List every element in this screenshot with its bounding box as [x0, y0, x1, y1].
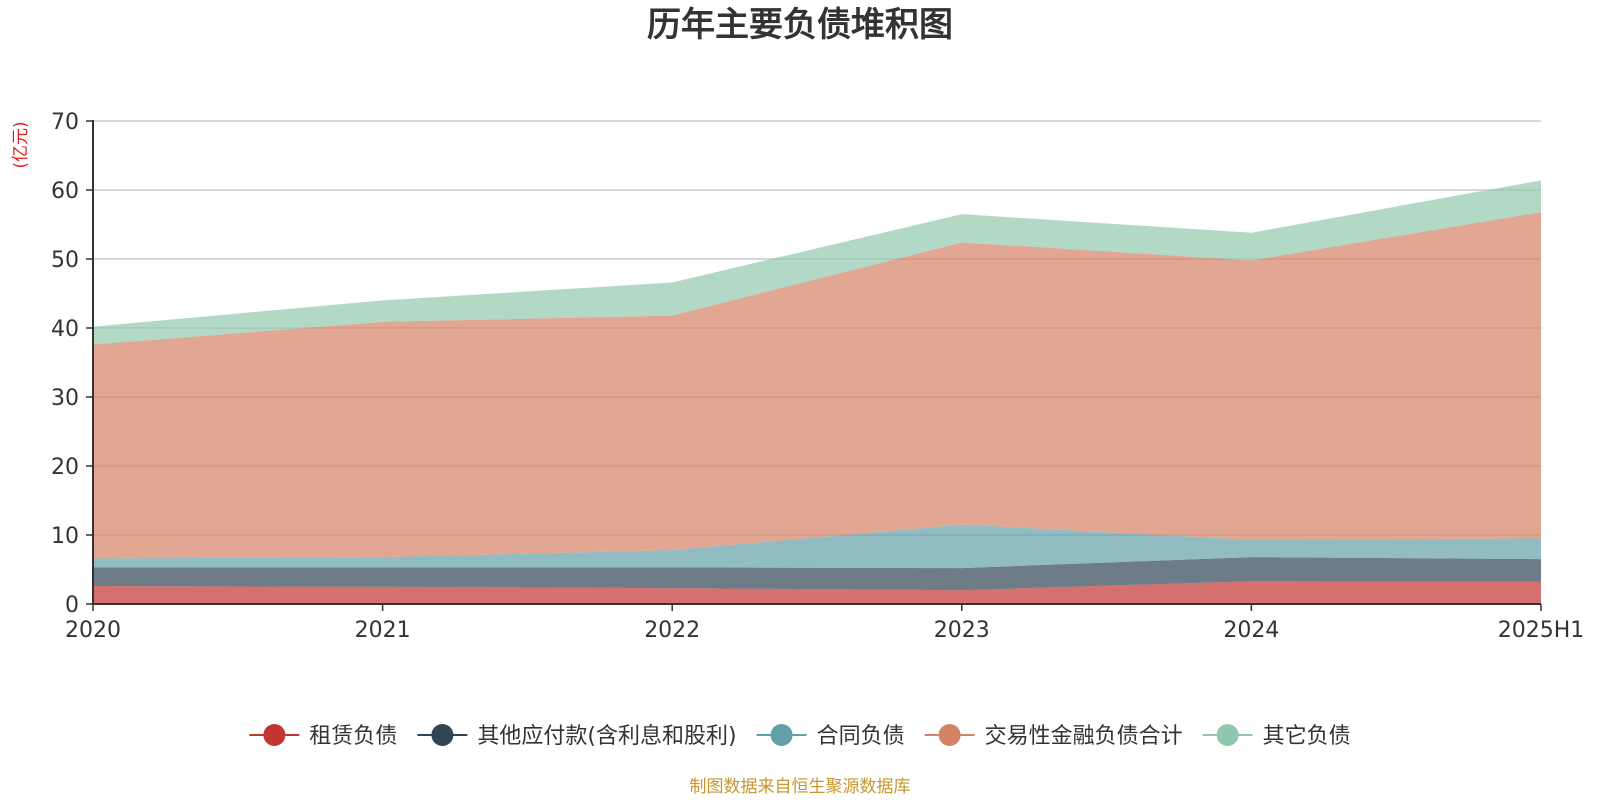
source-note: 制图数据来自恒生聚源数据库	[690, 777, 911, 797]
y-tick-label: 60	[51, 179, 79, 204]
legend-item-4[interactable]: 交易性金融负债合计	[924, 724, 1183, 749]
legend-marker-icon	[938, 724, 961, 746]
x-tick-label: 2025H1	[1498, 618, 1585, 643]
x-tick-label: 2023	[934, 618, 990, 643]
legend-label: 其他应付款(含利息和股利)	[477, 724, 736, 749]
y-tick-label: 50	[51, 248, 79, 273]
area-series-layer	[93, 180, 1541, 604]
area-series-2	[93, 557, 1541, 591]
legend-marker-icon	[770, 724, 793, 746]
y-axis-unit-label: (亿元)	[11, 121, 31, 168]
legend: 租赁负债 其他应付款(含利息和股利) 合同负债 交易性金融负债合计 其它负债	[249, 724, 1351, 749]
x-tick-label: 2022	[644, 618, 700, 643]
legend-label: 其它负债	[1263, 724, 1351, 749]
x-tick-label: 2021	[355, 618, 411, 643]
legend-label: 交易性金融负债合计	[985, 724, 1183, 749]
legend-label: 租赁负债	[309, 724, 397, 749]
chart-title: 历年主要负债堆积图	[647, 5, 953, 45]
area-series-5	[93, 180, 1541, 345]
y-tick-label: 70	[51, 110, 79, 135]
y-tick-label: 20	[51, 455, 79, 480]
legend-item-3[interactable]: 合同负债	[756, 724, 905, 749]
area-series-1	[93, 581, 1541, 604]
legend-item-5[interactable]: 其它负债	[1202, 724, 1351, 749]
legend-marker-icon	[1216, 724, 1239, 746]
legend-marker-icon	[431, 724, 454, 746]
y-tick-label: 30	[51, 386, 79, 411]
axes: 0 10 20 30 40 50 60 70 2020 2021 2022 2023 2024 2025H…	[51, 110, 1584, 643]
y-tick-label: 0	[65, 593, 79, 618]
x-tick-label: 2024	[1223, 618, 1279, 643]
area-series-4	[93, 212, 1541, 559]
legend-label: 合同负债	[817, 724, 905, 749]
legend-item-2[interactable]: 其他应付款(含利息和股利)	[417, 724, 737, 749]
x-tick-label: 2020	[65, 618, 121, 643]
y-tick-label: 40	[51, 317, 79, 342]
y-tick-label: 10	[51, 524, 79, 549]
legend-marker-icon	[263, 724, 286, 746]
legend-item-1[interactable]: 租赁负债	[249, 724, 397, 749]
area-series-3	[93, 524, 1541, 569]
